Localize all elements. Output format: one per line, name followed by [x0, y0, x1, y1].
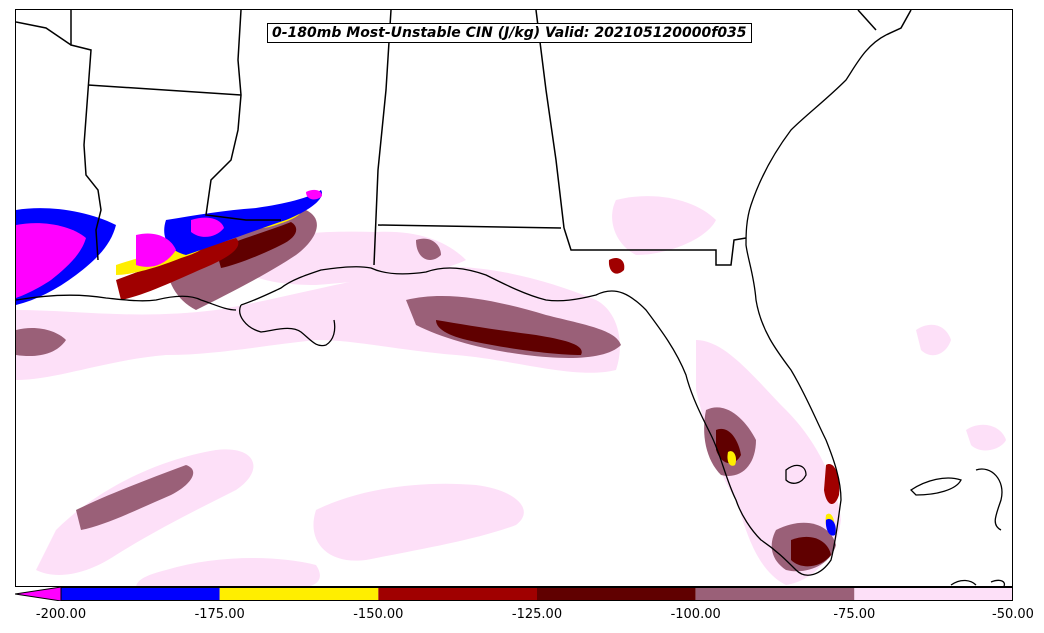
colorbar-segment: [61, 587, 220, 601]
colorbar-tick-label: -100.00: [670, 607, 721, 622]
colorbar-segment: [537, 587, 696, 601]
colorbar: [15, 587, 1013, 601]
colorbar-segment: [378, 587, 537, 601]
state-boundaries: [16, 10, 912, 266]
colorbar-segment: [219, 587, 379, 601]
map-panel: 0-180mb Most-Unstable CIN (J/kg) Valid: …: [15, 9, 1013, 587]
colorbar-tick-label: -125.00: [511, 607, 563, 622]
cin-map: [16, 10, 1006, 586]
coastline: [16, 34, 887, 576]
colorbar-extend-triangle: [15, 587, 62, 601]
cin-dark-red-areas: [216, 222, 831, 567]
colorbar-tick-label: -200.00: [35, 607, 87, 622]
colorbar-segment: [695, 587, 855, 601]
colorbar-tick-label: -150.00: [353, 607, 404, 622]
cin-magenta-areas: [16, 189, 322, 298]
cin-red-areas: [116, 238, 840, 505]
colorbar-segment: [854, 587, 1013, 601]
map-title: 0-180mb Most-Unstable CIN (J/kg) Valid: …: [267, 23, 752, 43]
colorbar-tick-label: -175.00: [194, 607, 245, 622]
colorbar-tick-label: -50.00: [992, 607, 1034, 622]
island-outlines: [785, 464, 1006, 586]
colorbar-tick-label: -75.00: [833, 607, 876, 622]
